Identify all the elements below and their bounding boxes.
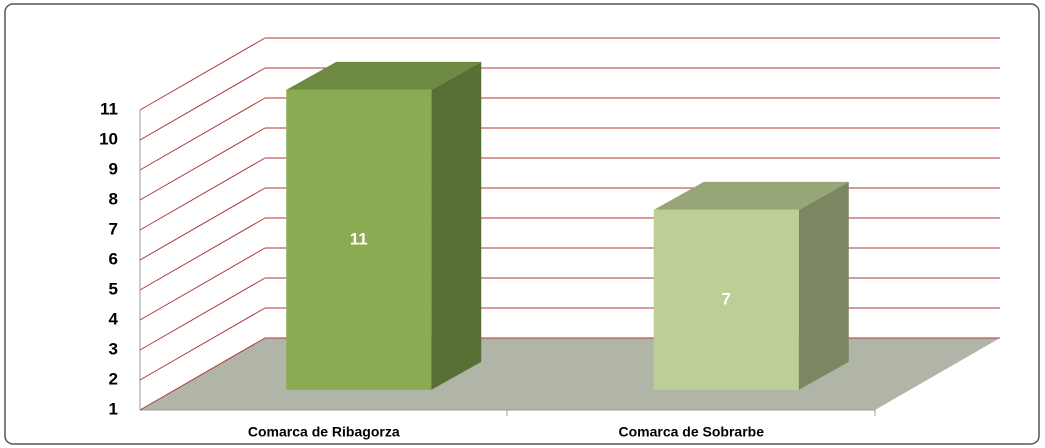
- floor: [140, 338, 1000, 410]
- data-label: 11: [350, 229, 368, 248]
- grid-line: [139, 157, 266, 231]
- y-tick-label: 5: [109, 279, 118, 298]
- bar-top: [286, 61, 482, 90]
- grid-line: [139, 37, 266, 111]
- grid-line: [139, 307, 266, 381]
- y-tick-label: 1: [109, 399, 118, 418]
- x-tick-label: Comarca de Ribagorza: [248, 424, 400, 440]
- grid-line: [139, 217, 266, 291]
- y-tick-label: 6: [109, 249, 118, 268]
- bar-top: [653, 181, 849, 210]
- y-tick-label: 11: [100, 99, 118, 118]
- bar-side: [798, 181, 849, 390]
- grid-line: [139, 277, 266, 351]
- x-tick-label: Comarca de Sobrarbe: [619, 424, 765, 440]
- y-tick-label: 4: [109, 309, 119, 328]
- grid-line: [139, 187, 266, 261]
- bar: [653, 209, 799, 390]
- grid-line: [139, 247, 266, 321]
- y-tick-label: 8: [109, 189, 118, 208]
- bar: [286, 89, 432, 390]
- y-tick-label: 9: [109, 159, 118, 178]
- grid-line: [139, 67, 266, 141]
- data-label: 7: [722, 289, 731, 308]
- grid-line: [139, 127, 266, 201]
- grid-line: [139, 97, 266, 171]
- y-tick-label: 10: [99, 129, 118, 148]
- grid-line: [139, 337, 266, 411]
- y-tick-label: 7: [109, 219, 118, 238]
- y-tick-label: 2: [109, 369, 118, 388]
- bar-side: [431, 61, 482, 390]
- y-tick-label: 3: [109, 339, 118, 358]
